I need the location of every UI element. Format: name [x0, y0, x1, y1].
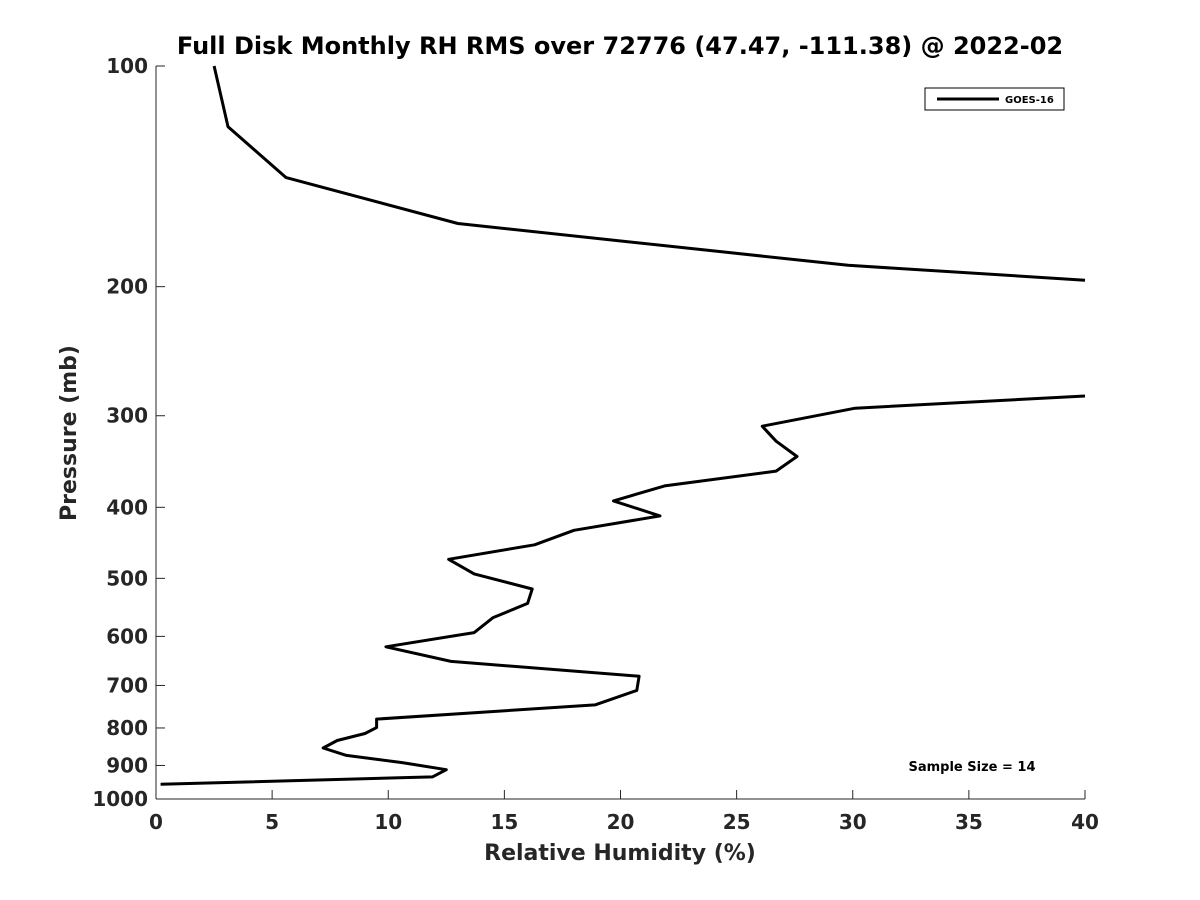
y-tick-label: 100 — [106, 54, 148, 78]
x-tick-label: 15 — [490, 810, 518, 834]
plot-area: 0 5 10 15 20 25 30 35 40 100 200 300 400 500 600 700 800… — [92, 54, 1099, 834]
y-tick-label: 300 — [106, 404, 148, 428]
series-line — [212, 65, 1086, 282]
y-axis-label: Pressure (mb) — [57, 345, 82, 521]
y-tick-label: 1000 — [92, 787, 148, 811]
x-tick-label: 20 — [607, 810, 635, 834]
x-tick-label: 30 — [839, 810, 867, 834]
x-axis-label: Relative Humidity (%) — [484, 841, 756, 866]
y-tick-label: 900 — [106, 753, 148, 777]
legend-label: GOES-16 — [1005, 95, 1054, 106]
legend: GOES-16 — [924, 87, 1065, 111]
y-tick-label: 600 — [106, 624, 148, 648]
sample-size-annotation: Sample Size = 14 — [908, 760, 1035, 775]
y-tick-label: 200 — [106, 275, 148, 299]
y-tick-label: 400 — [106, 495, 148, 519]
x-tick-label: 35 — [955, 810, 983, 834]
x-tick-label: 10 — [374, 810, 402, 834]
x-tick-label: 0 — [149, 810, 163, 834]
chart-title: Full Disk Monthly RH RMS over 72776 (47.… — [177, 32, 1063, 60]
x-tick-label: 40 — [1071, 810, 1099, 834]
series-line — [160, 394, 1086, 786]
y-tick-label: 500 — [106, 566, 148, 590]
x-tick-label: 25 — [723, 810, 751, 834]
y-tick-label: 700 — [106, 673, 148, 697]
y-tick-label: 800 — [106, 716, 148, 740]
x-tick-label: 5 — [265, 810, 279, 834]
